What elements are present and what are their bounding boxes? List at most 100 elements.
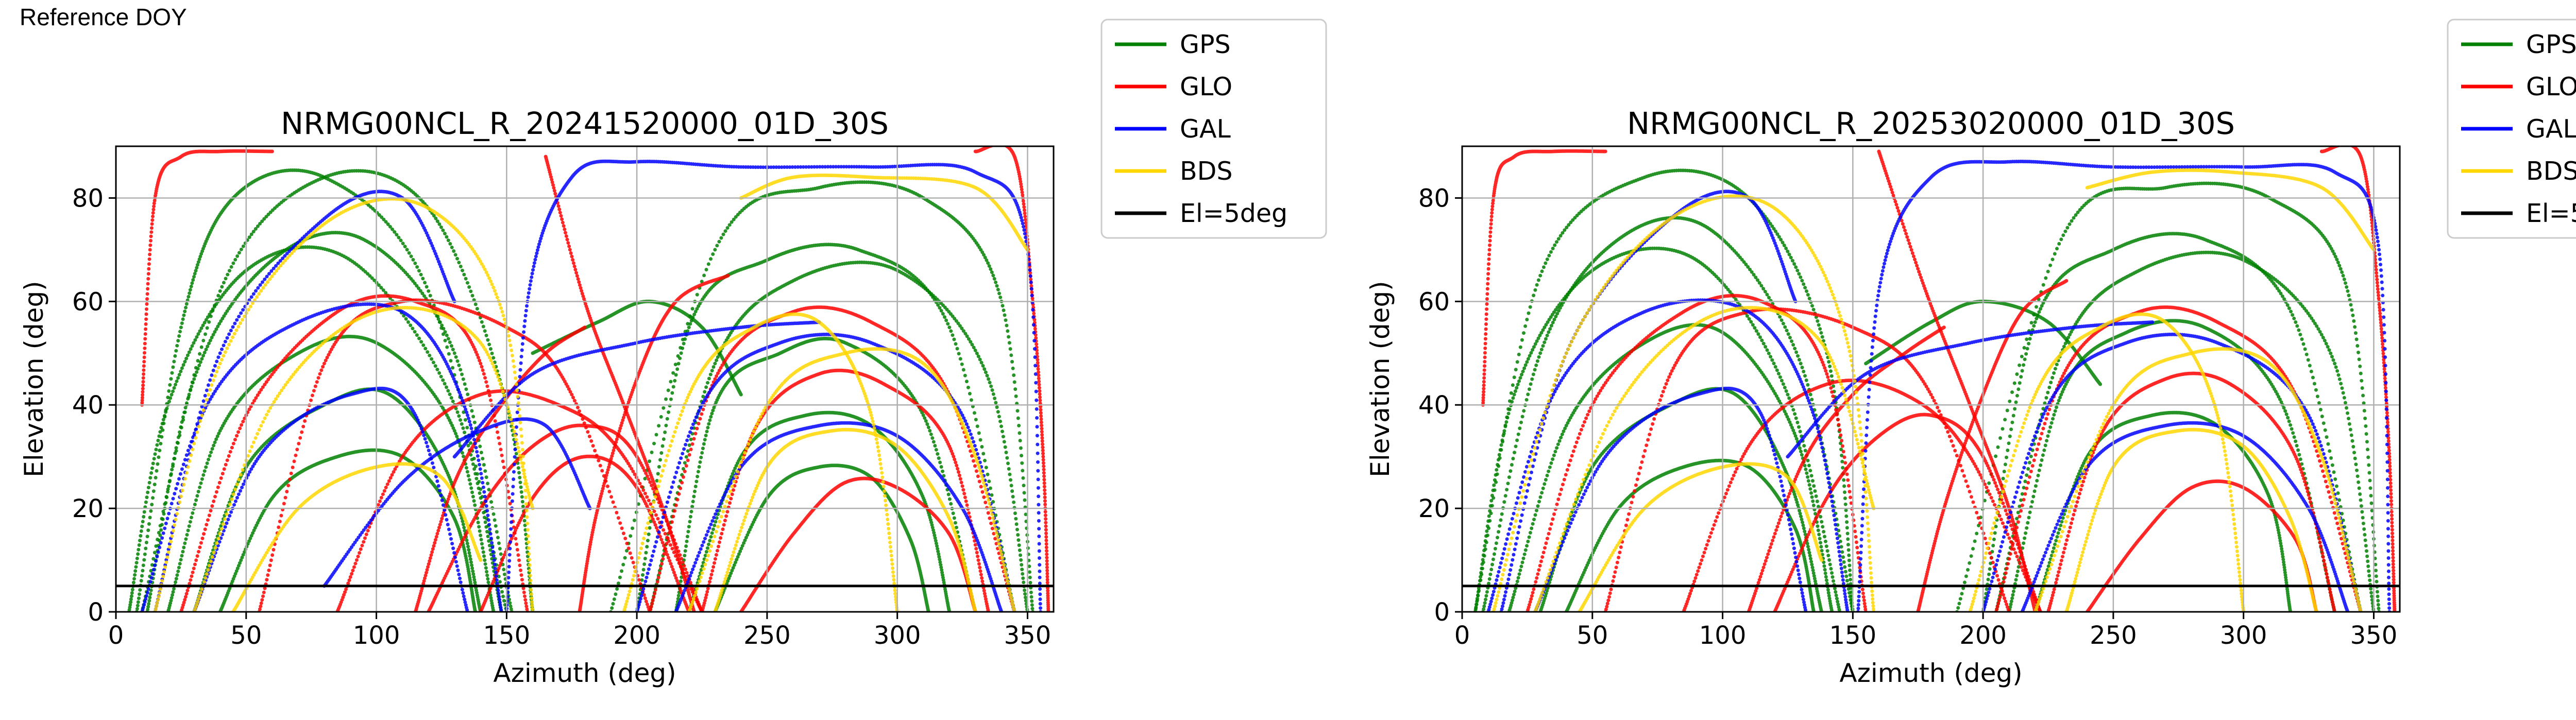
y-tick-label: 20 (1418, 494, 1450, 523)
x-tick-label: 0 (108, 621, 124, 650)
x-tick-label: 350 (2350, 621, 2398, 650)
plot-frame (115, 145, 1055, 613)
legend-box (1100, 19, 1327, 239)
satellite-track (153, 197, 535, 612)
satellite-track (1473, 168, 1855, 612)
x-tick-label: 250 (743, 621, 791, 650)
satellite-track (2046, 371, 2337, 612)
chart-title: NRMG00NCL_R_20241520000_01D_30S (281, 106, 889, 141)
satellite-track (1856, 160, 2392, 612)
satellite-track (739, 173, 1029, 252)
series-gal (140, 159, 1043, 612)
satellite-track (1994, 250, 2376, 612)
y-tick-label: 80 (1418, 184, 1450, 213)
legend-label: BDS (2526, 157, 2576, 186)
satellite-track (1533, 305, 1876, 612)
y-tick-label: 0 (1434, 598, 1450, 627)
x-tick-label: 300 (874, 621, 921, 650)
satellite-track (192, 305, 535, 612)
series-bds (1492, 168, 2376, 612)
satellite-track (452, 320, 821, 459)
x-tick-label: 250 (2090, 621, 2137, 650)
legend-label: GPS (2526, 30, 2576, 59)
x-axis-label: Azimuth (deg) (1839, 658, 2022, 688)
satellite-track (2085, 168, 2376, 252)
satellite-track (674, 421, 1004, 612)
satellite-track (2033, 347, 2363, 612)
satellite-track (1578, 462, 1824, 612)
series-glo (1481, 146, 2397, 612)
satellite-track (134, 168, 509, 612)
x-tick-label: 150 (1829, 621, 1877, 650)
satellite-track (713, 464, 930, 612)
x-tick-label: 50 (230, 621, 262, 650)
x-tick-label: 0 (1454, 621, 1470, 650)
y-tick-label: 60 (72, 287, 104, 316)
satellite-track (2319, 146, 2397, 612)
satellite-track (1481, 216, 1855, 612)
x-tick-label: 150 (483, 621, 531, 650)
series-bds (153, 173, 1029, 612)
grid (1461, 146, 2400, 613)
legend-label: GAL (1180, 114, 1231, 144)
plot-area (127, 146, 1050, 612)
satellite-track (504, 159, 1043, 612)
x-tick-label: 50 (1577, 621, 1608, 650)
plot-frame (1461, 145, 2401, 613)
series-glo (140, 146, 1050, 612)
y-axis-label: Elevation (deg) (1365, 281, 1395, 477)
legend-label: GAL (2526, 114, 2576, 144)
satellite-track (257, 298, 652, 612)
satellite-track (973, 146, 1050, 612)
x-tick-label: 200 (1959, 621, 2007, 650)
legend-label: GLO (2526, 72, 2576, 101)
legend-label: GPS (1180, 30, 1231, 59)
satellite-track (622, 312, 900, 612)
satellite-track (1981, 232, 2363, 612)
legend: GPS GLO GAL BDS El=5deg (1100, 19, 1327, 239)
satellite-track (1564, 458, 1816, 612)
satellite-track (700, 368, 991, 612)
satellite-track (166, 334, 496, 612)
y-tick-label: 20 (72, 494, 104, 523)
plot-area (1473, 146, 2397, 612)
satellite-track (1916, 279, 2069, 612)
satellite-track (2020, 421, 2350, 612)
satellite-track (1486, 298, 1850, 612)
satellite-track (635, 243, 1016, 612)
satellite-track (231, 462, 483, 612)
series-gps (1473, 168, 2381, 612)
satellite-track (2064, 427, 2318, 612)
y-tick-label: 80 (72, 184, 104, 213)
chart-2: 0 50 100 150 200 250 300 350 0 20 40 60 80 NRMG00NCL_… (1365, 19, 2576, 688)
y-tick-label: 60 (1418, 287, 1450, 316)
y-tick-label: 40 (1418, 391, 1450, 420)
satellite-track (1533, 386, 1808, 612)
series-gal (1486, 160, 2392, 612)
x-tick-label: 200 (613, 621, 660, 650)
satellite-track (544, 155, 696, 612)
satellite-track (609, 180, 1035, 612)
satellite-track (335, 389, 704, 612)
x-tick-label: 100 (1699, 621, 1747, 650)
legend: GPS GLO GAL BDS El=5deg (2447, 19, 2576, 239)
satellite-track (1473, 246, 1842, 612)
grid (115, 146, 1054, 613)
satellite-track (1968, 312, 2246, 612)
satellite-track (713, 427, 977, 612)
y-tick-label: 0 (88, 598, 104, 627)
x-tick-label: 300 (2220, 621, 2267, 650)
satellite-track (192, 386, 469, 612)
x-tick-label: 100 (353, 621, 400, 650)
x-tick-label: 350 (1004, 621, 1052, 650)
x-axis-label: Azimuth (deg) (493, 658, 676, 688)
legend-label: El=5deg (2526, 199, 2576, 228)
satellite-track (218, 448, 478, 612)
legend-label: BDS (1180, 157, 1232, 186)
satellite-track (1955, 181, 2381, 612)
chart-1: 0 50 100 150 200 250 300 350 0 20 40 60 80 NRMG00NCL_… (19, 19, 1327, 688)
chart-title: NRMG00NCL_R_20253020000_01D_30S (1627, 106, 2235, 141)
satellite-track (1525, 294, 1868, 612)
page-header-text: Reference DOY (20, 4, 187, 30)
